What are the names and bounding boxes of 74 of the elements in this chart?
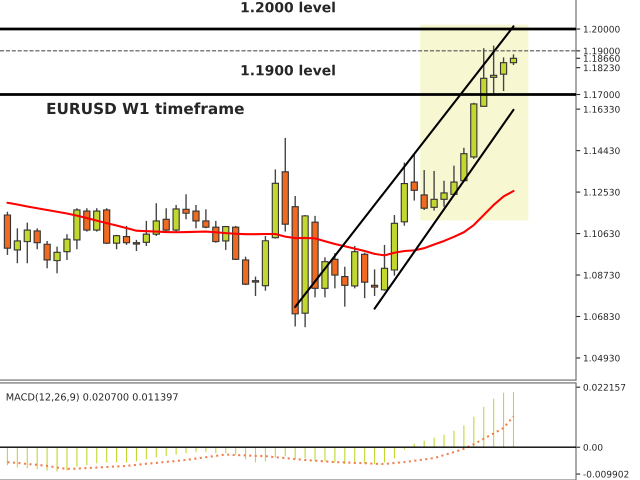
bar xyxy=(492,397,496,448)
bar xyxy=(462,424,466,448)
candlestick xyxy=(34,228,41,250)
candlestick xyxy=(341,266,348,308)
candlestick xyxy=(500,56,508,92)
candlestick xyxy=(112,234,120,250)
bar xyxy=(392,446,396,460)
candlestick xyxy=(44,240,51,269)
bar xyxy=(382,446,386,464)
y-tick-label: 1.14430 xyxy=(584,147,620,154)
annotation: EURUSD W1 timeframe xyxy=(47,102,244,114)
y-tick-label: 1.06830 xyxy=(584,313,620,320)
candlestick xyxy=(252,276,260,297)
bar xyxy=(512,390,516,448)
bar xyxy=(6,446,10,467)
bar xyxy=(502,391,506,448)
ref-line-label: 1.2000 level xyxy=(242,2,335,12)
bar xyxy=(144,446,148,461)
candlestick xyxy=(53,246,61,274)
y-tick-label: 1.08730 xyxy=(584,272,620,279)
candlestick xyxy=(192,204,200,230)
bar xyxy=(114,446,119,464)
candlestick xyxy=(142,220,150,247)
y-tick-label: 1.18230 xyxy=(584,64,620,72)
y-tick-label: 1.18660 xyxy=(584,55,620,62)
y-tick-label: 1.17000 xyxy=(584,91,620,98)
bar xyxy=(372,446,377,466)
candlestick xyxy=(202,208,210,230)
bar xyxy=(452,429,456,448)
bar xyxy=(124,446,128,464)
candlestick xyxy=(420,169,428,211)
y-tick-label: 1.04930 xyxy=(584,354,620,362)
candlestick xyxy=(331,252,339,290)
line-series xyxy=(6,190,515,256)
line-series xyxy=(6,415,515,470)
bar xyxy=(104,446,109,464)
y-tick-label: 1.12530 xyxy=(584,188,620,196)
y-tick-label: 1.10630 xyxy=(584,230,620,238)
candlestick xyxy=(510,54,518,66)
candlestick xyxy=(410,153,418,202)
y-tick-label: 0.022157 xyxy=(584,384,626,391)
y-tick-label: 0.00 xyxy=(584,444,602,451)
candlestick xyxy=(63,234,71,261)
candlestick xyxy=(490,44,498,96)
candlestick xyxy=(24,222,31,264)
bar xyxy=(65,446,69,472)
bar xyxy=(303,446,308,460)
candlestick xyxy=(83,208,90,232)
bar xyxy=(84,446,89,467)
candlestick xyxy=(182,194,190,220)
y-tick-label: 1.20000 xyxy=(584,26,620,33)
candlestick xyxy=(430,170,438,212)
bar xyxy=(134,446,138,463)
candlestick xyxy=(370,268,378,297)
bar xyxy=(45,446,50,472)
bar xyxy=(323,446,327,463)
y-tick-label: 1.19000 xyxy=(584,48,620,54)
y-tick-label: 1.16330 xyxy=(584,106,620,113)
bar xyxy=(442,433,446,448)
candlestick xyxy=(440,180,448,208)
ref-line-label: 1.1900 level xyxy=(242,64,335,76)
bar xyxy=(15,446,20,469)
candlestick xyxy=(132,239,140,252)
candlestick xyxy=(162,208,170,232)
candlestick xyxy=(122,225,130,246)
bar xyxy=(332,446,337,464)
annotation: MACD(12,26,9) 0.020700 0.011397 xyxy=(6,393,178,402)
y-tick-label: -0.009902 xyxy=(583,470,628,478)
candlestick xyxy=(172,204,180,232)
bar xyxy=(432,436,436,448)
candlestick xyxy=(380,244,388,292)
bar xyxy=(55,446,59,473)
bar xyxy=(74,446,79,468)
candlestick xyxy=(14,228,21,264)
